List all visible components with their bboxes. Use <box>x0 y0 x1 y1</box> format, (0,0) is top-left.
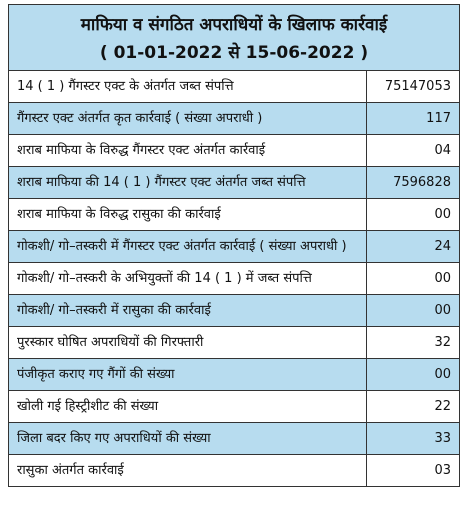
row-label: 14 ( 1 ) गैंगस्टर एक्ट के अंतर्गत जब्त स… <box>9 71 367 103</box>
header: माफिया व संगठित अपराधियों के खिलाफ कार्र… <box>9 5 459 71</box>
table-row: पुरस्कार घोषित अपराधियों की गिरफ्तारी 32 <box>9 326 459 359</box>
row-value: 24 <box>366 230 459 263</box>
table-row: शराब माफिया के विरुद्ध रासुका की कार्रवा… <box>9 198 459 231</box>
table-row: पंजीकृत कराए गए गैंगों की संख्या 00 <box>9 358 459 391</box>
table-row: गोकशी/ गो–तस्करी के अभियुक्तों की 14 ( 1… <box>9 262 459 295</box>
table-row: गोकशी/ गो–तस्करी में गैंगस्टर एक्ट अंतर्… <box>9 230 459 263</box>
row-label: जिला बदर किए गए अपराधियों की संख्या <box>9 422 367 455</box>
row-value: 00 <box>366 294 459 327</box>
row-value: 33 <box>366 422 459 455</box>
date-range: ( 01-01-2022 से 15-06-2022 ) <box>99 43 369 63</box>
table-row: खोली गई हिस्ट्रीशीट की संख्या 22 <box>9 390 459 423</box>
row-label: पंजीकृत कराए गए गैंगों की संख्या <box>9 358 367 391</box>
table-row: जिला बदर किए गए अपराधियों की संख्या 33 <box>9 422 459 455</box>
row-label: गैंगस्टर एक्ट अंतर्गत कृत कार्रवाई ( संख… <box>9 102 367 135</box>
row-label: पुरस्कार घोषित अपराधियों की गिरफ्तारी <box>9 326 367 359</box>
table-row: रासुका अंतर्गत कार्रवाई 03 <box>9 454 459 486</box>
row-value: 00 <box>366 358 459 391</box>
data-table: 14 ( 1 ) गैंगस्टर एक्ट के अंतर्गत जब्त स… <box>9 71 459 486</box>
row-value: 22 <box>366 390 459 423</box>
row-label: रासुका अंतर्गत कार्रवाई <box>9 454 367 486</box>
row-label: गोकशी/ गो–तस्करी में गैंगस्टर एक्ट अंतर्… <box>9 230 367 263</box>
row-label: शराब माफिया की 14 ( 1 ) गैंगस्टर एक्ट अं… <box>9 166 367 199</box>
table-row: शराब माफिया की 14 ( 1 ) गैंगस्टर एक्ट अं… <box>9 166 459 199</box>
row-value: 117 <box>366 102 459 135</box>
row-label: शराब माफिया के विरुद्ध रासुका की कार्रवा… <box>9 198 367 231</box>
table-row: 14 ( 1 ) गैंगस्टर एक्ट के अंतर्गत जब्त स… <box>9 71 459 103</box>
row-label: गोकशी/ गो–तस्करी में रासुका की कार्रवाई <box>9 294 367 327</box>
table-row: गोकशी/ गो–तस्करी में रासुका की कार्रवाई 0… <box>9 294 459 327</box>
row-label: गोकशी/ गो–तस्करी के अभियुक्तों की 14 ( 1… <box>9 262 367 295</box>
row-value: 04 <box>366 134 459 167</box>
row-value: 75147053 <box>366 71 459 103</box>
title: माफिया व संगठित अपराधियों के खिलाफ कार्र… <box>80 15 388 35</box>
row-value: 32 <box>366 326 459 359</box>
row-label: खोली गई हिस्ट्रीशीट की संख्या <box>9 390 367 423</box>
report-box: माफिया व संगठित अपराधियों के खिलाफ कार्र… <box>8 4 460 487</box>
row-value: 00 <box>366 262 459 295</box>
row-value: 7596828 <box>366 166 459 199</box>
row-value: 03 <box>366 454 459 486</box>
table-row: शराब माफिया के विरुद्ध गैंगस्टर एक्ट अंत… <box>9 134 459 167</box>
table-row: गैंगस्टर एक्ट अंतर्गत कृत कार्रवाई ( संख… <box>9 102 459 135</box>
row-label: शराब माफिया के विरुद्ध गैंगस्टर एक्ट अंत… <box>9 134 367 167</box>
row-value: 00 <box>366 198 459 231</box>
